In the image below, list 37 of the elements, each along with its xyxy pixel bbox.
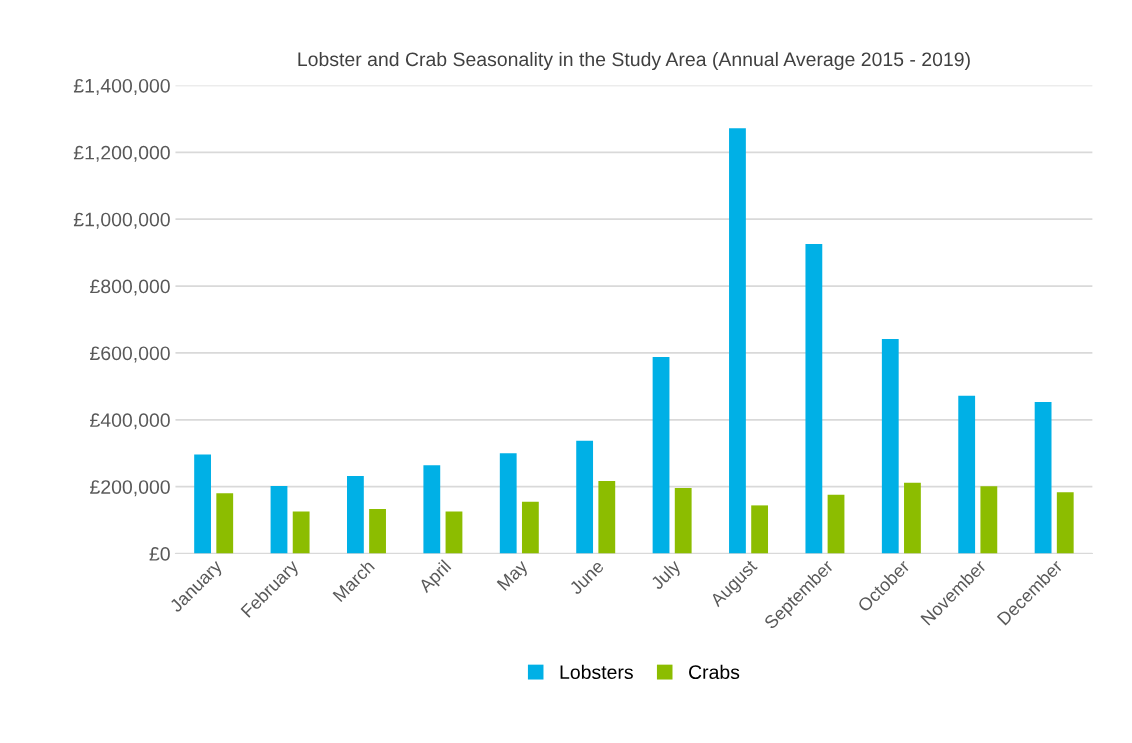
y-tick-label: £400,000 (90, 413, 170, 430)
x-tick-label: May (496, 558, 532, 594)
chart-title: Lobster and Crab Seasonality in the Study Area (Annual Average 2015 - 2019) (298, 51, 970, 71)
bar (216, 493, 234, 554)
bar (805, 243, 823, 554)
bar (347, 475, 364, 554)
bar (881, 338, 899, 554)
bar (194, 454, 211, 554)
bar (729, 128, 746, 554)
y-tick-label: £600,000 (90, 346, 170, 363)
bar (980, 486, 998, 554)
y-tick-label: £1,200,000 (73, 145, 170, 162)
bar (423, 465, 441, 554)
bar (751, 505, 769, 554)
bar (270, 486, 288, 554)
bar (499, 453, 517, 554)
bar (1034, 402, 1052, 554)
bar (445, 511, 463, 554)
y-tick-label: £1,400,000 (73, 78, 170, 95)
legend-label: Lobsters (560, 664, 633, 680)
bar (1056, 492, 1074, 554)
y-tick-label: £200,000 (90, 480, 170, 497)
y-tick-label: £800,000 (90, 279, 170, 296)
bar (598, 480, 616, 554)
bar (292, 511, 310, 554)
y-tick-label: £1,000,000 (73, 212, 170, 229)
bar (904, 482, 921, 554)
bar (369, 509, 386, 554)
bar (827, 494, 845, 554)
y-tick-label: £0 (149, 547, 170, 561)
bar (652, 356, 670, 554)
bar (674, 488, 692, 554)
bar (521, 501, 539, 554)
bar (958, 395, 976, 554)
bar (576, 440, 594, 554)
legend-label: Crabs (689, 664, 740, 680)
x-tick-label: July (649, 558, 684, 593)
